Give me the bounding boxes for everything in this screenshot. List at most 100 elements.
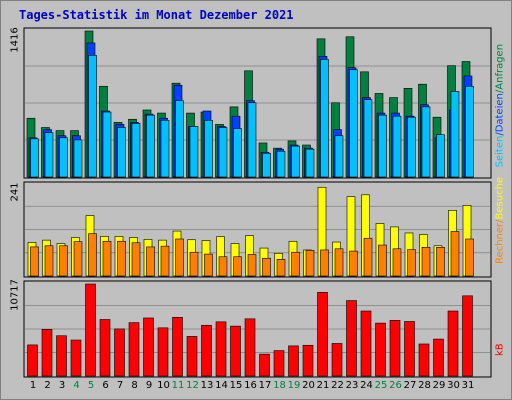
x-tick-day-9: 9: [145, 380, 153, 391]
sites-bar-day-2: [44, 245, 54, 277]
pages-bar-day-30: [450, 91, 460, 178]
sites-bar-day-10: [160, 245, 170, 277]
sites-bar-day-7: [117, 240, 126, 277]
kbytes-bar-day-14: [215, 321, 227, 377]
pages-bar-day-15: [233, 128, 242, 178]
pages-bar-day-9: [146, 114, 155, 178]
sites-bar-day-25: [378, 244, 387, 277]
pages-bar-day-22: [334, 135, 344, 178]
x-axis-day-labels: 1 2 3 4 5 6 7 8 9 10 11 12 13 14 15 16 17 18 19 20 21 22 23 24 2…: [0, 380, 512, 396]
x-tick-day-8: 8: [131, 380, 138, 391]
right-legend-text: kB Rechner/Besuche Seiten/Dateien/Anfrag…: [495, 44, 506, 356]
x-tick-day-26: 26: [389, 380, 402, 391]
sites-bar-day-8: [131, 242, 141, 277]
right-legend: kB Rechner/Besuche Seiten/Dateien/Anfrag…: [492, 22, 508, 378]
x-tick-day-16: 16: [244, 380, 257, 391]
kbytes-bar-day-22: [331, 343, 343, 377]
x-tick-day-25: 25: [374, 380, 388, 391]
sites-bar-day-24: [363, 237, 373, 277]
x-tick-day-11: 11: [171, 380, 185, 391]
sites-bar-day-16: [247, 254, 257, 277]
x-tick-day-21: 21: [316, 380, 330, 391]
legend-kbytes-item-0: kB: [494, 343, 506, 357]
pages-bar-day-3: [59, 137, 68, 178]
kbytes-bar-day-20: [302, 344, 314, 377]
sites-bar-day-12: [189, 251, 199, 277]
x-tick-day-13: 13: [200, 380, 214, 391]
legend-visits-item-1: /: [494, 219, 506, 223]
kbytes-bar-day-29: [433, 338, 444, 377]
pages-bar-day-1: [30, 138, 39, 178]
kbytes-bar-day-13: [201, 324, 212, 377]
x-tick-day-20: 20: [302, 380, 315, 391]
pages-bar-day-29: [436, 134, 445, 178]
pages-bar-day-21: [320, 59, 329, 178]
legend-requests-item-3: /: [494, 89, 506, 94]
sites-bar-day-17: [262, 257, 271, 277]
legend-spacer: [495, 167, 506, 177]
sites-bar-day-22: [334, 248, 344, 277]
sites-bar-day-18: [276, 259, 286, 277]
legend-spacer: [495, 264, 506, 343]
kbytes-bar-day-4: [70, 339, 82, 377]
kbytes-bar-day-24: [360, 310, 372, 377]
x-tick-day-1: 1: [29, 380, 37, 391]
kbytes-bar-day-10: [157, 327, 169, 377]
pages-bar-day-17: [262, 152, 271, 178]
kbytes-bar-day-26: [389, 320, 401, 377]
kbytes-bar-day-1: [27, 344, 38, 377]
x-tick-day-23: 23: [345, 380, 359, 391]
kbytes-bar-day-30: [447, 310, 459, 377]
x-tick-day-29: 29: [432, 380, 446, 391]
kbytes-bar-day-8: [128, 322, 140, 377]
sites-bar-day-5: [88, 233, 97, 277]
legend-visits-item-0: Rechner: [494, 222, 506, 264]
legend-requests-item-4: Anfragen: [494, 43, 506, 90]
x-tick-day-15: 15: [229, 380, 243, 391]
kbytes-bar-day-16: [244, 318, 256, 377]
legend-requests-item-0: Seiten: [494, 135, 506, 168]
x-tick-day-19: 19: [287, 380, 301, 391]
pages-bar-day-4: [73, 139, 83, 178]
sites-bar-day-26: [392, 248, 402, 277]
x-tick-day-22: 22: [331, 380, 344, 391]
x-tick-day-30: 30: [447, 380, 460, 391]
x-tick-day-27: 27: [403, 380, 417, 391]
pages-bar-day-14: [218, 127, 228, 178]
sites-bar-day-29: [436, 247, 445, 277]
sites-bar-day-20: [305, 250, 315, 277]
x-tick-day-6: 6: [102, 380, 109, 391]
sites-bar-day-13: [204, 253, 213, 277]
pages-bar-day-26: [392, 115, 402, 178]
kbytes-bar-day-15: [230, 325, 241, 377]
kbytes-bar-day-27: [404, 321, 415, 377]
legend-visits-item-2: Besuche: [494, 176, 506, 220]
kbytes-bar-day-11: [172, 316, 183, 377]
sites-bar-day-27: [407, 249, 416, 277]
x-tick-day-4: 4: [73, 380, 80, 391]
kbytes-bar-day-7: [114, 328, 125, 377]
x-tick-day-5: 5: [87, 380, 95, 391]
kbytes-bar-day-5: [85, 283, 96, 377]
sites-bar-day-6: [102, 240, 112, 277]
pages-bar-day-27: [407, 116, 416, 178]
sites-bar-day-14: [218, 256, 228, 277]
kbytes-bar-day-12: [186, 336, 198, 377]
pages-bar-day-2: [44, 132, 54, 178]
x-tick-day-18: 18: [273, 380, 286, 391]
chart-title: Tages-Statistik im Monat Dezember 2021: [19, 8, 294, 22]
x-tick-day-14: 14: [215, 380, 228, 391]
pages-bar-day-20: [305, 148, 315, 178]
sites-bar-day-19: [291, 251, 300, 277]
pages-bar-day-31: [465, 85, 474, 178]
pages-bar-day-13: [204, 119, 213, 178]
pages-bar-day-8: [131, 123, 141, 178]
kbytes-bar-day-31: [462, 295, 473, 377]
x-tick-day-17: 17: [258, 380, 272, 391]
pages-bar-day-6: [102, 111, 112, 178]
sites-bar-day-30: [450, 231, 460, 277]
x-tick-day-3: 3: [58, 380, 66, 391]
pages-bar-day-5: [88, 55, 97, 178]
x-tick-day-28: 28: [418, 380, 431, 391]
